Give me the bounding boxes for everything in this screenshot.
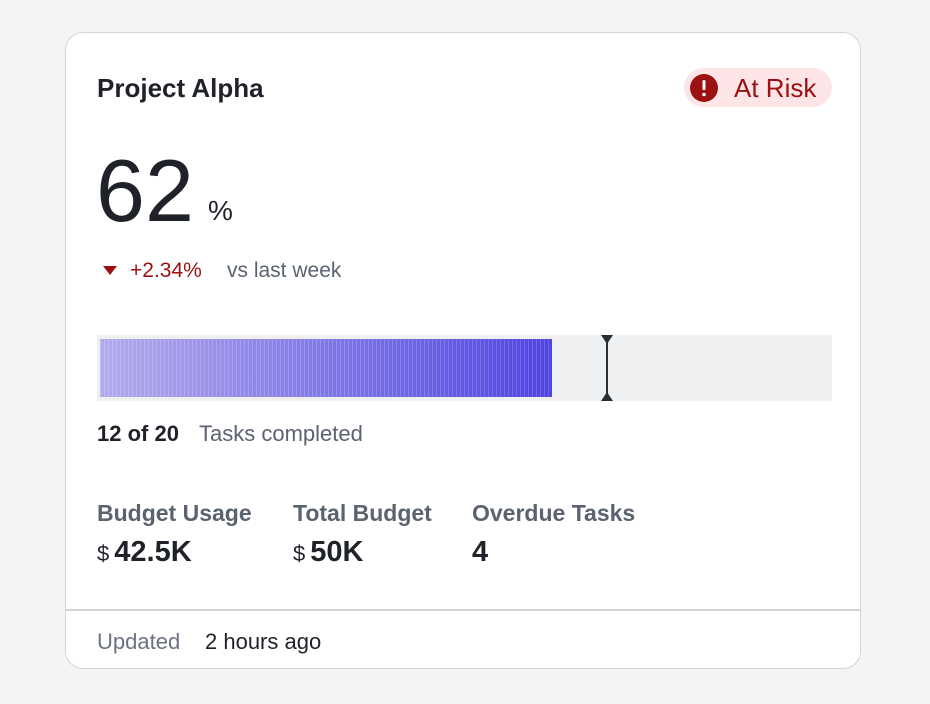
amount: 50K	[310, 536, 364, 568]
stat-value: 4	[472, 536, 489, 568]
stat-value: $42.5K	[97, 536, 192, 569]
task-count: 12 of 20	[97, 421, 179, 446]
updated-label: Updated	[97, 629, 181, 654]
title: Project Alpha	[97, 73, 264, 103]
updated-time: 2 hours ago	[205, 629, 322, 654]
progress-track	[97, 335, 832, 401]
stat-label: Budget Usage	[97, 500, 252, 526]
kpi-value: 62	[96, 141, 194, 240]
amount: 42.5K	[114, 536, 192, 568]
status-text: At Risk	[734, 73, 817, 103]
delta: +2.34%	[130, 259, 202, 282]
currency: $	[97, 541, 110, 566]
project-card: Project Alpha At Risk 62 % +2.34% vs las…	[65, 32, 861, 669]
stat-value: $50K	[293, 536, 363, 569]
down-arrow	[103, 266, 117, 275]
status-badge: At Risk	[684, 68, 832, 107]
delta-caption: vs last week	[227, 259, 342, 282]
currency: $	[293, 541, 306, 566]
alert-icon	[690, 74, 718, 102]
target-marker	[601, 335, 613, 401]
stat-label: Overdue Tasks	[472, 500, 636, 526]
kpi-unit: %	[208, 195, 233, 226]
task-caption: Tasks completed	[199, 421, 363, 446]
progress-fill	[100, 339, 552, 397]
divider	[66, 609, 860, 611]
stat-label: Total Budget	[293, 500, 432, 526]
